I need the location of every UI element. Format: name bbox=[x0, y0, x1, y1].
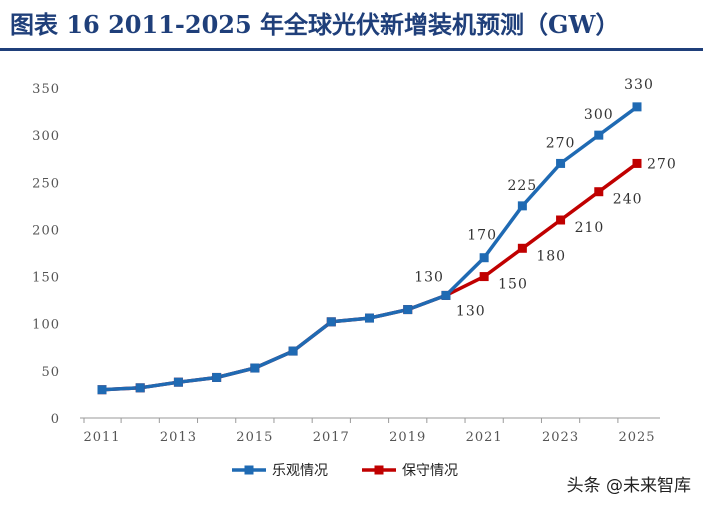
legend-label: 保守情况 bbox=[402, 463, 458, 479]
x-tick-label: 2015 bbox=[236, 430, 273, 445]
data-point bbox=[441, 290, 451, 300]
data-point bbox=[594, 187, 604, 197]
legend-swatch-marker bbox=[374, 465, 384, 475]
data-point bbox=[594, 130, 604, 140]
y-tick-label: 0 bbox=[51, 412, 60, 427]
y-tick-label: 350 bbox=[32, 82, 60, 97]
data-point bbox=[173, 377, 183, 387]
data-label: 225 bbox=[507, 178, 537, 194]
data-point bbox=[250, 363, 260, 373]
data-point bbox=[632, 158, 642, 168]
legend-swatch-marker bbox=[244, 465, 254, 475]
y-tick-label: 200 bbox=[32, 223, 60, 238]
data-label: 330 bbox=[624, 77, 654, 93]
y-tick-label: 50 bbox=[41, 365, 60, 380]
data-label: 180 bbox=[536, 248, 566, 264]
data-point bbox=[212, 372, 222, 382]
data-label: 130 bbox=[456, 303, 486, 319]
data-label: 170 bbox=[467, 228, 497, 244]
x-tick-label: 2019 bbox=[389, 430, 426, 445]
data-label: 150 bbox=[498, 277, 528, 293]
y-tick-label: 150 bbox=[32, 271, 60, 286]
y-tick-label: 300 bbox=[32, 129, 60, 144]
series-line bbox=[101, 161, 639, 392]
x-tick-label: 2017 bbox=[313, 430, 350, 445]
x-tick-label: 2021 bbox=[466, 430, 503, 445]
x-tick-label: 2011 bbox=[83, 430, 120, 445]
data-label: 270 bbox=[546, 135, 576, 151]
series-points bbox=[97, 102, 642, 395]
data-point bbox=[632, 102, 642, 112]
data-point bbox=[556, 158, 566, 168]
data-point bbox=[365, 313, 374, 323]
legend-label: 乐观情况 bbox=[272, 463, 328, 479]
legend: 乐观情况 保守情况 bbox=[232, 463, 458, 479]
data-label: 210 bbox=[575, 220, 605, 236]
data-point bbox=[403, 305, 413, 315]
data-label: 240 bbox=[613, 192, 643, 208]
data-point bbox=[517, 201, 527, 211]
x-tick-label: 2025 bbox=[618, 430, 655, 445]
data-label: 300 bbox=[584, 107, 614, 123]
y-tick-label: 100 bbox=[32, 318, 60, 333]
data-labels: 130 170 225 270 300 330 130 150 180 210 240 270 bbox=[414, 77, 677, 320]
x-tick-label: 2013 bbox=[160, 430, 197, 445]
data-point bbox=[517, 243, 527, 253]
data-point bbox=[135, 383, 145, 393]
y-tick-label: 250 bbox=[32, 176, 60, 191]
data-label: 270 bbox=[647, 156, 677, 172]
axes: 0 50 100 150 200 250 300 350 2011 2013 2015 2017 201… bbox=[32, 82, 660, 445]
data-point bbox=[288, 346, 298, 356]
data-point bbox=[556, 215, 566, 225]
watermark: 头条 @未来智库 bbox=[564, 471, 693, 496]
data-point bbox=[479, 272, 489, 282]
title-rule bbox=[0, 48, 703, 51]
data-label: 130 bbox=[414, 269, 444, 285]
data-point bbox=[479, 253, 489, 263]
data-point bbox=[97, 385, 107, 395]
data-point bbox=[326, 317, 336, 327]
chart-title: 图表 16 2011-2025 年全球光伏新增装机预测（GW） bbox=[10, 10, 620, 39]
x-tick-label: 2023 bbox=[542, 430, 579, 445]
